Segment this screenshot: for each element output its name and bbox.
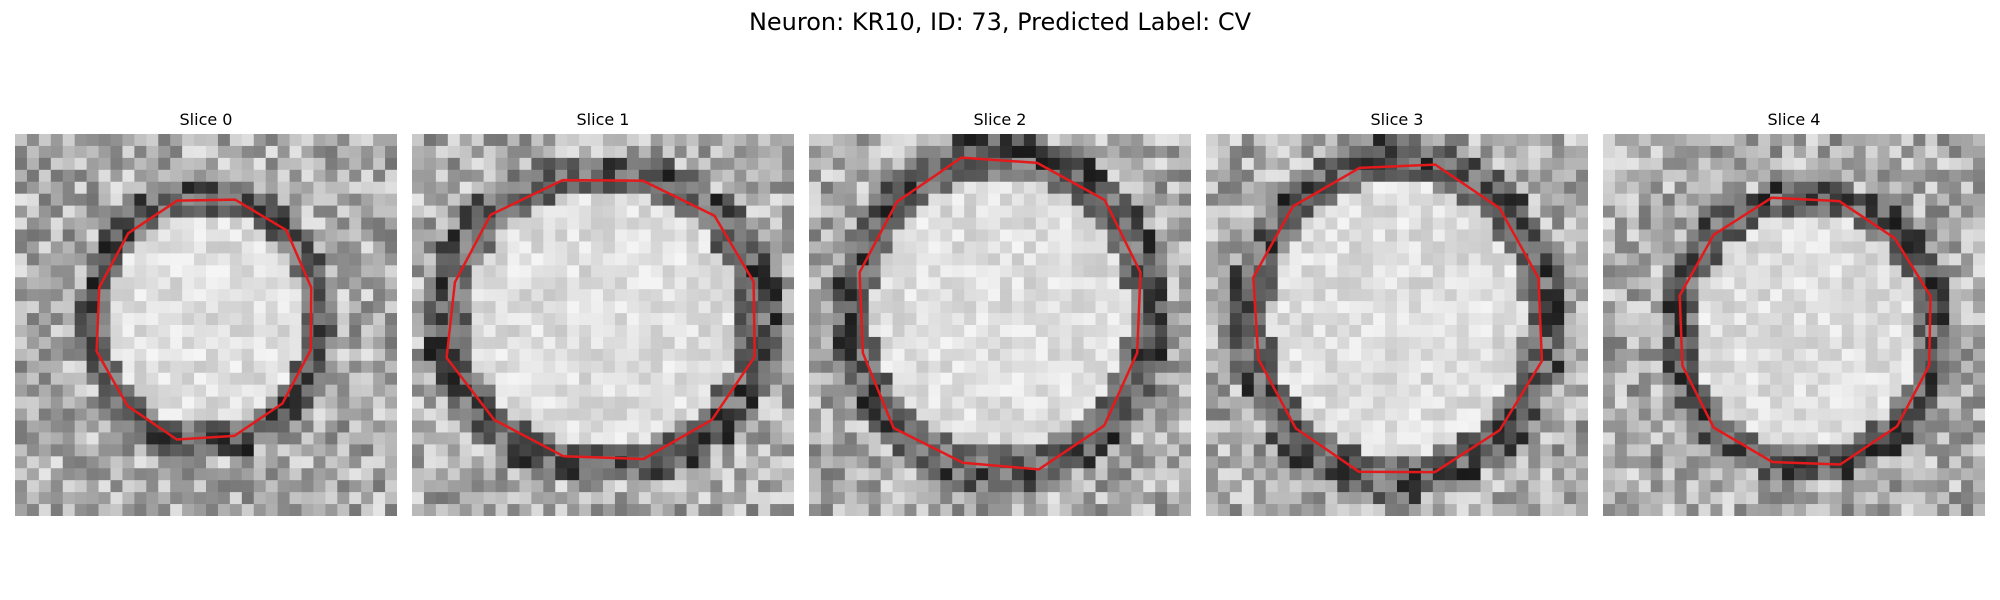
slice-image bbox=[15, 134, 397, 516]
slice-image bbox=[1603, 134, 1985, 516]
slice-panel-4: Slice 4 bbox=[1603, 110, 1985, 516]
slice-panel-0: Slice 0 bbox=[15, 110, 397, 516]
segmentation-contour bbox=[1678, 196, 1932, 466]
slice-panel-1: Slice 1 bbox=[412, 110, 794, 516]
slice-image bbox=[809, 134, 1191, 516]
slice-title: Slice 2 bbox=[973, 110, 1027, 129]
figure-title: Neuron: KR10, ID: 73, Predicted Label: C… bbox=[748, 8, 1252, 36]
slice-title: Slice 4 bbox=[1767, 110, 1821, 129]
slice-title: Slice 3 bbox=[1370, 110, 1424, 129]
slice-image bbox=[412, 134, 794, 516]
slice-panel-2: Slice 2 bbox=[809, 110, 1191, 516]
slice-panel-3: Slice 3 bbox=[1206, 110, 1588, 516]
slice-title: Slice 0 bbox=[179, 110, 233, 129]
segmentation-contour bbox=[858, 156, 1142, 471]
slice-title: Slice 1 bbox=[576, 110, 630, 129]
segmentation-contour bbox=[95, 198, 313, 441]
slice-image bbox=[1206, 134, 1588, 516]
segmentation-contour bbox=[445, 178, 756, 461]
segmentation-contour bbox=[1252, 163, 1544, 474]
